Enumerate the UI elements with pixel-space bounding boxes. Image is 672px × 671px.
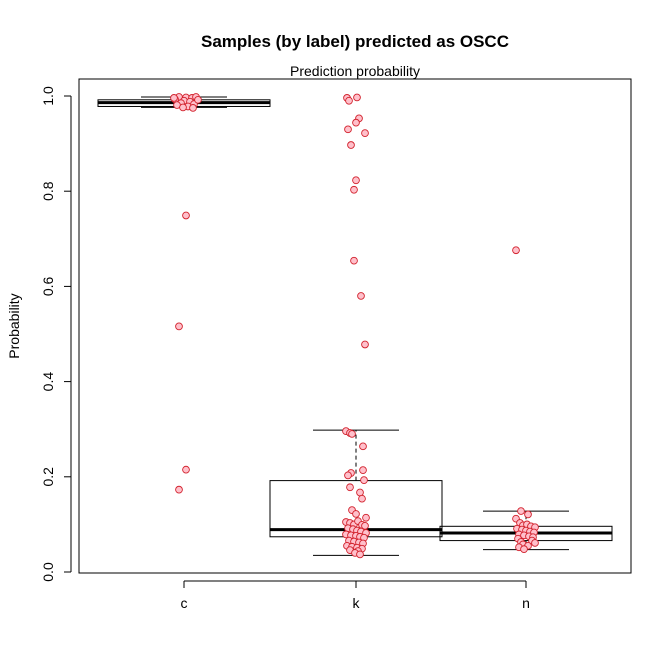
data-point [359, 466, 367, 474]
data-point [348, 430, 356, 438]
plot-area: 0.0 0.2 0.4 0.6 0.8 1.0 c k n [40, 78, 632, 611]
data-point [182, 465, 190, 474]
y-tick-label: 0.6 [40, 276, 56, 296]
data-point [350, 185, 358, 194]
x-tick-label: n [522, 595, 530, 611]
data-point [175, 322, 183, 331]
data-point [352, 176, 360, 185]
data-point [361, 521, 369, 530]
data-point [361, 340, 369, 349]
data-point [361, 129, 369, 137]
data-point [360, 476, 368, 484]
data-point [356, 550, 364, 559]
data-point [345, 96, 353, 105]
y-tick-label: 1.0 [40, 86, 56, 106]
y-axis-label: Probability [6, 293, 22, 358]
data-point [170, 94, 178, 102]
data-point [344, 125, 352, 134]
data-point [520, 545, 528, 554]
data-point [344, 471, 352, 480]
data-point [517, 507, 525, 515]
data-point [359, 442, 367, 451]
chart-title: Samples (by label) predicted as OSCC [201, 32, 509, 51]
data-point [531, 539, 539, 547]
chart-subtitle: Prediction probability [290, 63, 420, 79]
data-point [357, 292, 365, 300]
data-point [352, 118, 360, 127]
data-point [189, 104, 197, 112]
data-point [347, 141, 355, 149]
data-point [179, 103, 187, 112]
plot-frame [78, 78, 632, 574]
y-tick-label: 0.2 [40, 467, 56, 487]
y-tick-label: 0.8 [40, 181, 56, 201]
y-tick-label: 0.4 [40, 372, 56, 392]
data-point [350, 256, 358, 265]
data-point [353, 93, 361, 102]
data-point [346, 483, 354, 492]
x-tick-label: c [181, 595, 188, 611]
y-tick-label: 0.0 [40, 562, 56, 582]
data-point [512, 246, 520, 255]
data-point [352, 510, 360, 518]
data-point [362, 513, 370, 522]
data-point [182, 211, 190, 220]
data-point [175, 485, 183, 494]
data-point [358, 494, 366, 503]
data-point [194, 95, 202, 104]
data-point [524, 510, 532, 519]
x-tick-label: k [353, 595, 361, 611]
